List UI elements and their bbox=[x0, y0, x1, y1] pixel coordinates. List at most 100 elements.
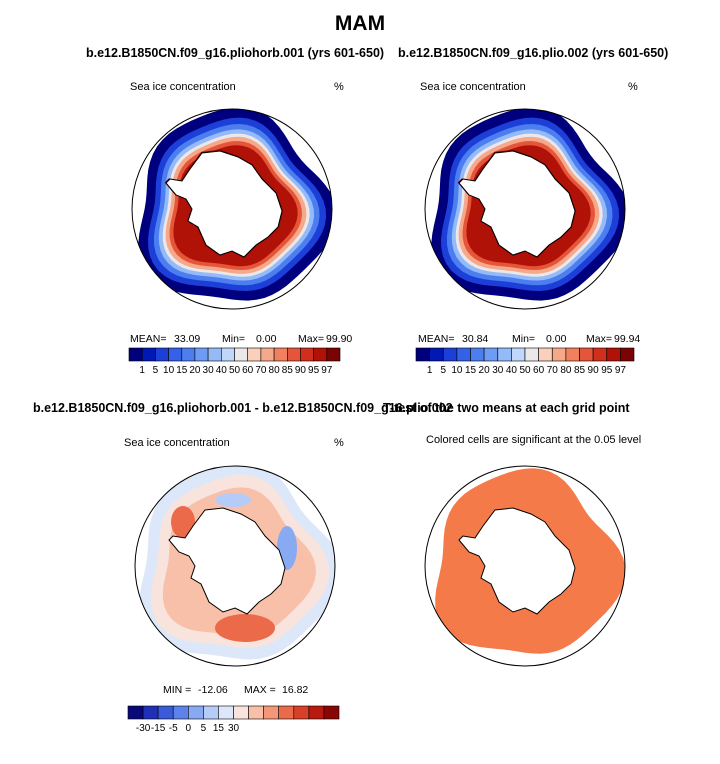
map-panel-3 bbox=[135, 466, 335, 666]
panel1-mean-label: MEAN= bbox=[130, 333, 167, 345]
colorbar-box bbox=[157, 705, 174, 720]
colorbar-box bbox=[286, 347, 301, 362]
colorbar-box bbox=[248, 705, 265, 720]
panel1-title: b.e12.B1850CN.f09_g16.pliohorb.001 (yrs … bbox=[86, 46, 385, 60]
colorbar-box bbox=[326, 347, 341, 362]
colorbar-tick-label: 80 bbox=[269, 365, 281, 376]
colorbar-box bbox=[565, 347, 580, 362]
panel2-mean-label: MEAN= bbox=[418, 333, 455, 345]
antarctica-coastline bbox=[168, 507, 286, 615]
antarctica-coastline bbox=[458, 507, 576, 615]
colorbar-box bbox=[524, 347, 539, 362]
panel3-min-value: -12.06 bbox=[198, 684, 228, 696]
colorbar-tick-label: 95 bbox=[308, 365, 320, 376]
colorbar-box bbox=[128, 347, 143, 362]
colorbar-tick-label: 85 bbox=[282, 365, 294, 376]
colorbar-tick-label: 60 bbox=[242, 365, 254, 376]
colorbar-box bbox=[181, 347, 196, 362]
map-panel-4 bbox=[425, 466, 625, 666]
colorbar-box bbox=[538, 347, 553, 362]
colorbar-box bbox=[551, 347, 567, 362]
colorbar-box bbox=[273, 347, 288, 362]
panel1-min-value: 0.00 bbox=[256, 333, 277, 345]
diff-negative-patch bbox=[215, 493, 251, 507]
colorbar-box bbox=[323, 705, 340, 720]
colorbar-box bbox=[483, 347, 499, 362]
map-panel-1 bbox=[132, 109, 332, 309]
colorbar-box bbox=[592, 347, 607, 362]
antarctica-coastline bbox=[458, 150, 576, 258]
panel1-max-value: 99.90 bbox=[326, 333, 353, 345]
colorbar-box bbox=[194, 347, 209, 362]
colorbar-tick-label: 5 bbox=[153, 365, 159, 376]
panel3-min-label: MIN = bbox=[163, 684, 192, 696]
colorbar-box bbox=[442, 347, 458, 362]
colorbar-tick-label: 70 bbox=[547, 365, 559, 376]
colorbar-tick-label: 85 bbox=[574, 365, 586, 376]
colorbar-box bbox=[207, 347, 222, 362]
colorbar-tick-label: 15 bbox=[213, 723, 225, 734]
colorbar-box bbox=[141, 347, 156, 362]
colorbar-tick-label: 5 bbox=[201, 723, 207, 734]
colorbar-tick-label: -30 bbox=[136, 723, 151, 734]
colorbar-box bbox=[155, 347, 169, 362]
colorbar-tick-label: 10 bbox=[163, 365, 175, 376]
colorbar-tick-label: 97 bbox=[321, 365, 333, 376]
panel3-title: b.e12.B1850CN.f09_g16.pliohorb.001 - b.e… bbox=[33, 401, 453, 415]
colorbar-box bbox=[470, 347, 485, 362]
colorbar-box bbox=[308, 705, 325, 720]
main-title: MAM bbox=[334, 12, 386, 35]
colorbar-tick-label: 60 bbox=[533, 365, 545, 376]
colorbar-tick-label: 30 bbox=[492, 365, 504, 376]
panel2-min-label: Min= bbox=[512, 333, 536, 345]
panel3-subtitle-right: % bbox=[334, 437, 344, 449]
colorbar-tick-label: 0 bbox=[186, 723, 192, 734]
colorbar-tick-label: 50 bbox=[229, 365, 241, 376]
colorbar-tick-label: 95 bbox=[601, 365, 613, 376]
panel4-title: T-test of the two means at each grid poi… bbox=[383, 401, 630, 415]
map-boundary-circle bbox=[424, 465, 626, 667]
colorbar-tick-label: 90 bbox=[588, 365, 600, 376]
colorbar-box bbox=[172, 705, 189, 720]
colorbar-box bbox=[142, 705, 159, 720]
colorbar-box bbox=[429, 347, 444, 362]
colorbar-box bbox=[415, 347, 430, 362]
colorbar-tick-label: 1 bbox=[427, 365, 433, 376]
colorbar-box bbox=[221, 347, 235, 362]
diff-positive-patch bbox=[171, 506, 195, 538]
map-boundary-circle bbox=[131, 108, 333, 310]
panel1-max-label: Max= bbox=[298, 333, 324, 345]
map-boundary-circle bbox=[134, 465, 336, 667]
panel1-subtitle-right: % bbox=[334, 81, 344, 93]
panel1-min-label: Min= bbox=[222, 333, 246, 345]
colorbar-box bbox=[127, 705, 144, 720]
colorbar-tick-label: -5 bbox=[169, 723, 178, 734]
colorbar-tick-label: 30 bbox=[203, 365, 215, 376]
map-panel-2 bbox=[425, 109, 625, 309]
panel2-max-value: 99.94 bbox=[614, 333, 641, 345]
colorbar-tick-label: 1 bbox=[139, 365, 145, 376]
colorbar-tick-label: 70 bbox=[255, 365, 267, 376]
panel2-subtitle-right: % bbox=[628, 81, 638, 93]
colorbar-box bbox=[233, 705, 249, 720]
colorbar-tick-label: 15 bbox=[465, 365, 477, 376]
colorbar-box bbox=[293, 705, 310, 720]
colorbar-box bbox=[168, 347, 183, 362]
colorbar-tick-label: 40 bbox=[506, 365, 518, 376]
panel3-max-label: MAX = bbox=[244, 684, 276, 696]
colorbar-tick-label: 20 bbox=[479, 365, 491, 376]
colorbar-box bbox=[260, 347, 275, 362]
panel2-title: b.e12.B1850CN.f09_g16.plio.002 (yrs 601-… bbox=[398, 46, 669, 60]
colorbar-tick-label: 10 bbox=[451, 365, 463, 376]
panel1-mean-value: 33.09 bbox=[174, 333, 201, 345]
panel2-max-label: Max= bbox=[586, 333, 612, 345]
colorbar-tick-label: 20 bbox=[189, 365, 201, 376]
colorbar-box bbox=[300, 347, 314, 362]
colorbar-box bbox=[263, 705, 280, 720]
map-boundary-circle bbox=[424, 108, 626, 310]
panel3-max-value: 16.82 bbox=[282, 684, 309, 696]
antarctica-coastline bbox=[165, 150, 283, 258]
colorbar-box bbox=[188, 705, 204, 720]
panel2-mean-value: 30.84 bbox=[462, 333, 489, 345]
